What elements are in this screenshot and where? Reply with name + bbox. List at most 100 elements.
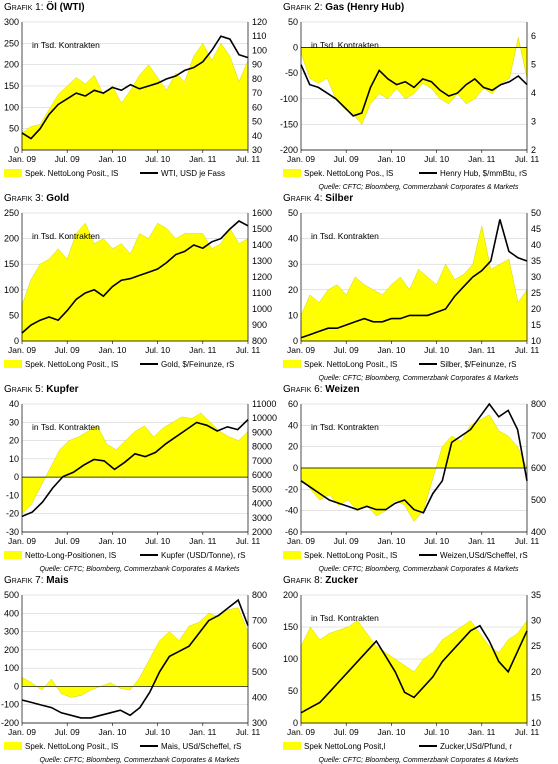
right-tick-label: 8000 xyxy=(252,442,272,452)
x-tick-label: Jan. 11 xyxy=(189,345,217,355)
x-tick-label: Jan. 09 xyxy=(8,345,36,355)
x-tick-label: Jan. 10 xyxy=(377,345,405,355)
left-tick-label: -100 xyxy=(1,700,19,710)
area-series xyxy=(300,619,528,724)
legend-bar-swatch xyxy=(283,551,301,559)
left-tick-label: 20 xyxy=(288,285,298,295)
x-tick-label: Jan. 11 xyxy=(468,536,496,546)
right-tick-label: 40 xyxy=(252,131,262,141)
legend-bar-swatch xyxy=(4,360,22,368)
legend-line-label: Weizen,USd/Scheffel, rS xyxy=(440,551,528,560)
unit-annotation: in Tsd. Kontrakten xyxy=(32,422,100,432)
left-tick-label: -40 xyxy=(285,506,298,516)
right-tick-label: 15 xyxy=(531,692,541,702)
x-tick-label: Jul. 09 xyxy=(334,345,359,355)
unit-annotation: in Tsd. Kontrakten xyxy=(32,231,100,241)
legend-bar-swatch xyxy=(283,742,301,750)
right-tick-label: 1100 xyxy=(252,288,271,298)
left-tick-label: -150 xyxy=(280,119,298,129)
legend-line-label: Gold, $/Feinunze, rS xyxy=(161,360,234,369)
left-tick-label: 0 xyxy=(293,336,298,346)
right-tick-label: 2000 xyxy=(252,527,272,537)
right-tick-label: 5000 xyxy=(252,484,272,494)
x-tick-label: Jul. 10 xyxy=(424,154,449,164)
x-tick-label: Jan. 09 xyxy=(287,154,315,164)
source-note: Quelle: CFTC; Bloomberg, Commerzbank Cor… xyxy=(40,566,240,573)
right-tick-label: 10 xyxy=(531,336,541,346)
panel-mais: Grafik 7: Mais -200 -100 0 100 200 300 400 500 3… xyxy=(0,573,279,764)
right-tick-label: 600 xyxy=(531,463,546,473)
right-tick-label: 9000 xyxy=(252,427,272,437)
right-tick-label: 10 xyxy=(531,718,541,728)
left-tick-label: 20 xyxy=(288,442,298,452)
x-tick-label: Jul. 11 xyxy=(515,154,540,164)
left-tick-label: 200 xyxy=(4,234,19,244)
line-series xyxy=(21,35,249,140)
right-tick-label: 700 xyxy=(252,616,267,626)
left-tick-label: 50 xyxy=(9,310,19,320)
right-tick-label: 90 xyxy=(252,60,262,70)
source-note: Quelle: CFTC; Bloomberg, Commerzbank Cor… xyxy=(319,566,519,573)
x-tick-label: Jul. 09 xyxy=(55,727,80,737)
x-tick-label: Jul. 11 xyxy=(236,154,261,164)
legend-bar-swatch xyxy=(4,742,22,750)
x-tick-label: Jul. 10 xyxy=(145,727,170,737)
right-tick-label: 110 xyxy=(252,31,266,41)
line-series xyxy=(300,624,528,714)
left-tick-label: -30 xyxy=(6,527,19,537)
legend-bar-swatch xyxy=(4,169,22,177)
x-tick-label: Jan. 11 xyxy=(189,727,217,737)
left-tick-label: 250 xyxy=(4,208,19,218)
right-tick-label: 7000 xyxy=(252,456,272,466)
x-tick-label: Jul. 10 xyxy=(424,536,449,546)
left-tick-label: 150 xyxy=(283,622,298,632)
x-tick-label: Jul. 09 xyxy=(55,154,80,164)
left-tick-label: 60 xyxy=(288,399,298,409)
legend-bar-swatch xyxy=(4,551,22,559)
right-tick-label: 300 xyxy=(252,718,267,728)
panel-title: Grafik 2: Gas (Henry Hub) xyxy=(283,2,405,13)
chart-svg: -200 -150 -100 -50 0 50 2 3 4 5 6 Jan. 09 Jul. 09 Jan… xyxy=(280,17,540,191)
x-tick-label: Jul. 09 xyxy=(55,536,80,546)
line-series xyxy=(300,64,528,117)
chart-svg: 0 50 100 150 200 250 300 30 40 50 60 70 80 90 100 110 12… xyxy=(4,17,267,178)
x-tick-label: Jul. 10 xyxy=(424,345,449,355)
right-tick-label: 1400 xyxy=(252,240,272,250)
left-tick-label: 100 xyxy=(283,654,298,664)
legend-bar-label: Spek. NettoLong Pos., lS xyxy=(304,169,393,178)
right-tick-label: 25 xyxy=(531,288,541,298)
area-series xyxy=(21,222,249,342)
legend-bar-label: Netto-Long-Positionen, lS xyxy=(25,551,116,560)
legend-bar-swatch xyxy=(283,360,301,368)
left-tick-label: 0 xyxy=(14,472,19,482)
legend-line-label: Silber, $/Feinunze, rS xyxy=(440,360,516,369)
right-tick-label: 80 xyxy=(252,74,262,84)
x-tick-label: Jan. 11 xyxy=(468,727,496,737)
right-tick-label: 900 xyxy=(252,320,267,330)
left-tick-label: 500 xyxy=(4,590,19,600)
x-tick-label: Jul. 10 xyxy=(145,154,170,164)
right-tick-label: 35 xyxy=(531,590,541,600)
legend-line-label: Henry Hub, $/mmBtu, rS xyxy=(440,169,527,178)
right-tick-label: 4 xyxy=(531,88,536,98)
panel-title: Grafik 4: Silber xyxy=(283,193,354,204)
x-tick-label: Jul. 09 xyxy=(55,345,80,355)
x-tick-label: Jan. 09 xyxy=(8,154,36,164)
left-tick-label: 20 xyxy=(9,436,19,446)
right-tick-label: 1600 xyxy=(252,208,272,218)
right-tick-label: 50 xyxy=(531,208,541,218)
chart-svg: 0 50 100 150 200 10 15 20 25 30 35 Jan. 09 Jul. 09 Ja… xyxy=(283,590,541,764)
unit-annotation: in Tsd. Kontrakten xyxy=(311,231,379,241)
panel-title: Grafik 5: Kupfer xyxy=(4,384,79,395)
chart-svg: -200 -100 0 100 200 300 400 500 300 400 500 600 700 8… xyxy=(1,590,267,764)
left-tick-label: 100 xyxy=(4,285,19,295)
right-tick-label: 10000 xyxy=(252,413,277,423)
panel-zucker: Grafik 8: Zucker 0 50 100 150 200 10 15 20 25 30 3… xyxy=(279,573,558,764)
x-tick-label: Jan. 10 xyxy=(377,154,405,164)
left-tick-label: 30 xyxy=(9,417,19,427)
legend-bar-label: Spek. NettoLong Posit., lS xyxy=(304,360,397,369)
x-tick-label: Jul. 11 xyxy=(236,345,261,355)
left-tick-label: 100 xyxy=(4,663,19,673)
legend-line-label: Kupfer (USD/Tonne), rS xyxy=(161,551,245,560)
x-tick-label: Jul. 09 xyxy=(334,536,359,546)
